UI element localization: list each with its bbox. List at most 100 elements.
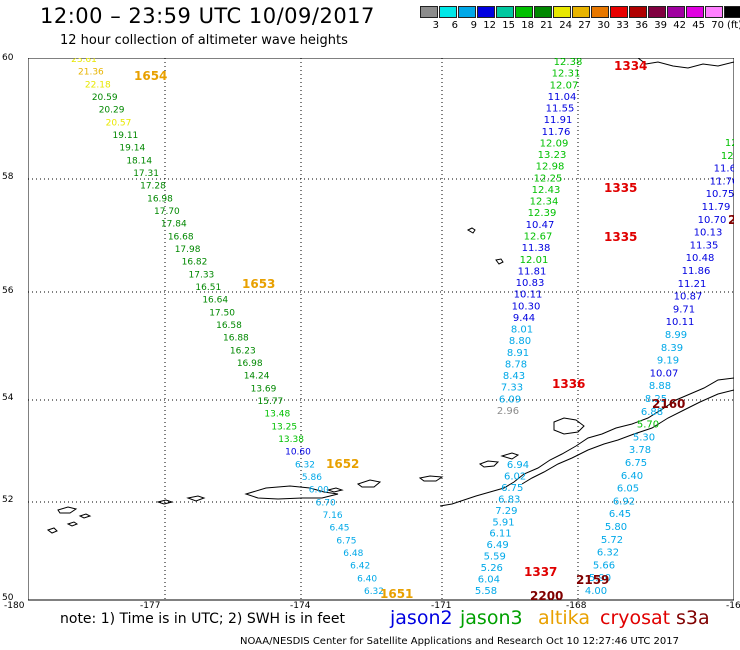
wave-height-label: 8.78 bbox=[505, 360, 527, 371]
wave-height-label: 13.38 bbox=[278, 435, 304, 445]
longitude-label: -180 bbox=[4, 601, 25, 611]
units-note: note: 1) Time is in UTC; 2) SWH is in fe… bbox=[60, 611, 346, 627]
wave-height-label: 12.39 bbox=[528, 208, 557, 219]
color-scale-label: 42 bbox=[673, 20, 686, 31]
wave-height-label: 6.75 bbox=[336, 536, 356, 546]
wave-height-label: 10.83 bbox=[516, 278, 545, 289]
latitude-label: 52 bbox=[2, 495, 14, 505]
color-scale-label: 3 bbox=[432, 20, 439, 31]
wave-height-label: 6.09 bbox=[499, 394, 521, 405]
color-swatch bbox=[724, 6, 740, 18]
color-scale-label: 45 bbox=[692, 20, 705, 31]
wave-height-label: 3.78 bbox=[629, 445, 651, 456]
wave-height-label: 6.94 bbox=[507, 460, 529, 471]
wave-height-label: 8.80 bbox=[509, 336, 531, 347]
wave-height-label: 7.33 bbox=[501, 383, 523, 394]
wave-height-label: 11.38 bbox=[522, 243, 551, 254]
longitude-label: -177 bbox=[140, 601, 161, 611]
color-scale-label: 39 bbox=[654, 20, 667, 31]
wave-height-label: 15.77 bbox=[258, 397, 284, 407]
wave-height-label: 6.40 bbox=[621, 471, 643, 482]
wave-height-label: 10.07 bbox=[650, 368, 679, 379]
wave-height-label: 10.47 bbox=[526, 220, 555, 231]
color-scale-label: 24 bbox=[559, 20, 572, 31]
color-swatch bbox=[591, 6, 609, 18]
longitude-label: -174 bbox=[290, 601, 311, 611]
wave-height-label: 13.69 bbox=[251, 384, 277, 394]
aleutian-central bbox=[326, 479, 382, 493]
unimak-island bbox=[553, 417, 585, 435]
legend-s3a: s3a bbox=[676, 607, 710, 629]
wave-height-label: 9.44 bbox=[513, 313, 535, 324]
wave-height-label: 11.04 bbox=[548, 92, 577, 103]
wave-height-label: 13.25 bbox=[271, 422, 297, 432]
color-scale-label: 9 bbox=[470, 20, 477, 31]
wave-height-label: 12.09 bbox=[540, 138, 569, 149]
color-swatch bbox=[534, 6, 552, 18]
wave-height-label: 6.32 bbox=[597, 548, 619, 559]
wave-height-label: 11.35 bbox=[690, 240, 719, 251]
wave-height-label: 2.96 bbox=[497, 406, 519, 417]
wave-height-label: 6.32 bbox=[364, 587, 384, 597]
wave-height-label: 8.01 bbox=[511, 325, 533, 336]
wave-height-label: 17.31 bbox=[133, 169, 159, 179]
wave-height-label: 16.51 bbox=[195, 283, 221, 293]
color-swatch bbox=[496, 6, 514, 18]
wave-height-label: 19.11 bbox=[113, 131, 139, 141]
wave-height-label: 16.23 bbox=[230, 346, 256, 356]
pass-time-label: 1654 bbox=[134, 69, 167, 83]
wave-height-label: 6.05 bbox=[617, 484, 639, 495]
pass-time-label: 21 bbox=[728, 213, 734, 227]
wave-height-label: 10.75 bbox=[706, 189, 734, 200]
pass-time-label: 2159 bbox=[576, 573, 609, 587]
wave-height-label: 16.88 bbox=[223, 334, 249, 344]
wave-height-label: 12.01 bbox=[520, 255, 549, 266]
wave-height-label: 6.48 bbox=[343, 549, 363, 559]
wave-height-label: 5.59 bbox=[484, 552, 506, 563]
wave-height-label: 6.75 bbox=[501, 483, 523, 494]
color-scale-label: 27 bbox=[578, 20, 591, 31]
wave-height-label: 10.60 bbox=[285, 448, 311, 458]
color-swatch bbox=[610, 6, 628, 18]
color-scale-label: 36 bbox=[635, 20, 648, 31]
wave-height-label: 16.58 bbox=[216, 321, 242, 331]
wave-height-label: 16.68 bbox=[168, 232, 194, 242]
color-scale-label: 30 bbox=[597, 20, 610, 31]
map-subtitle: 12 hour collection of altimeter wave hei… bbox=[60, 33, 348, 48]
aleutian-near-islands bbox=[57, 506, 92, 527]
pass-time-label: 1651 bbox=[380, 587, 413, 601]
wave-height-label: 12.07 bbox=[550, 80, 579, 91]
wave-height-label: 21.36 bbox=[78, 68, 104, 78]
wave-height-label: 23.61 bbox=[71, 58, 97, 65]
altimeter-map: 23.61 21.36 22.18 20.59 20.29 20.57 19.11 19.14… bbox=[28, 58, 734, 602]
wave-height-label: 12.3 bbox=[721, 151, 734, 162]
wave-height-label: 20.57 bbox=[106, 118, 132, 128]
wave-height-label: 20.29 bbox=[99, 106, 125, 116]
pass-times: 1654 1653 1652 1651 1334 1335 1335 1336 1337 2159… bbox=[134, 59, 734, 602]
wave-height-label: 5.58 bbox=[475, 586, 497, 597]
wave-height-label: 11.79 bbox=[702, 202, 731, 213]
wave-height-label: 9.19 bbox=[657, 356, 679, 367]
wave-height-label: 17.33 bbox=[189, 270, 215, 280]
color-scale-label: 15 bbox=[502, 20, 515, 31]
wave-height-label: 16.64 bbox=[202, 296, 228, 306]
color-swatch bbox=[705, 6, 723, 18]
wave-height-label: 17.98 bbox=[175, 245, 201, 255]
color-swatch bbox=[629, 6, 647, 18]
wave-height-label: 5.90 bbox=[589, 573, 611, 584]
wave-height-label: 4.00 bbox=[585, 586, 607, 597]
wave-height-label: 10.48 bbox=[686, 253, 715, 264]
color-scale-label: 18 bbox=[521, 20, 534, 31]
color-scale-label: 21 bbox=[540, 20, 553, 31]
wave-height-label: 10.11 bbox=[666, 317, 695, 328]
longitude-label: -168 bbox=[566, 601, 587, 611]
color-swatch bbox=[572, 6, 590, 18]
color-swatch bbox=[515, 6, 533, 18]
wave-height-label: 11.21 bbox=[678, 279, 707, 290]
longitude-label: -16 bbox=[726, 601, 740, 611]
wave-height-label: 17.84 bbox=[161, 220, 187, 230]
pribilof-island-2 bbox=[495, 258, 504, 265]
wave-height-label: 10.87 bbox=[674, 292, 703, 303]
coastline bbox=[46, 58, 734, 534]
